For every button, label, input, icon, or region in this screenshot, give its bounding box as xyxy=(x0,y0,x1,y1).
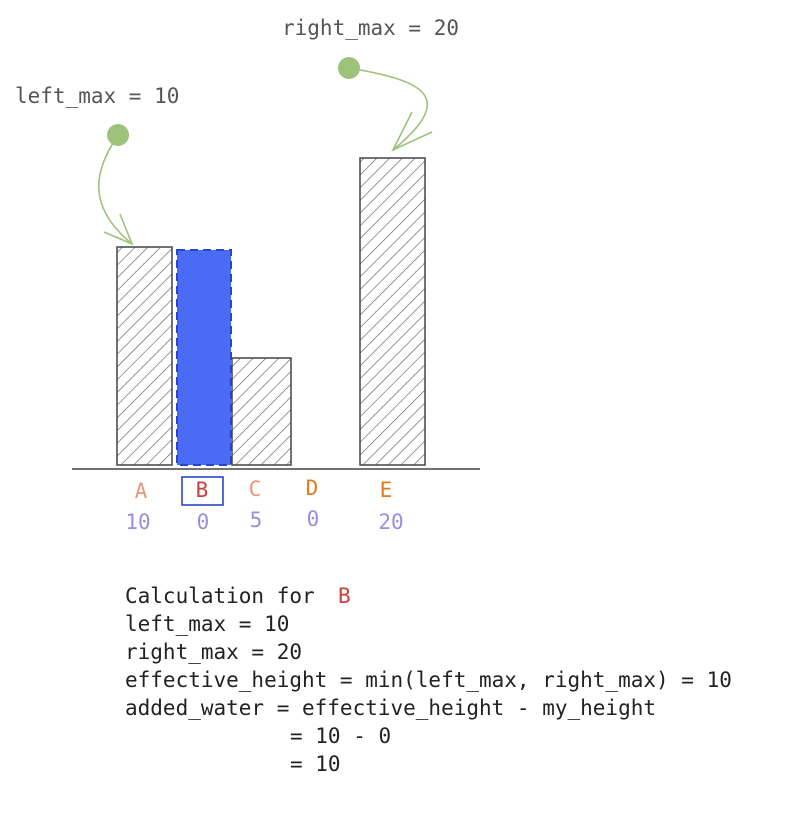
bar-label: A xyxy=(135,479,148,503)
bar-label: B xyxy=(196,478,209,502)
calc-line: left_max = 10 xyxy=(125,612,289,636)
arrow-head xyxy=(391,111,433,152)
calc-highlight: B xyxy=(338,584,351,608)
highlight-box xyxy=(181,476,224,506)
arrow xyxy=(97,134,133,245)
bar-value: 0 xyxy=(307,507,320,531)
arrow xyxy=(348,67,428,151)
bar-label: C xyxy=(249,477,262,501)
right-max-annotation: right_max = 20 xyxy=(282,16,459,40)
calc-title: Calculation for xyxy=(125,584,315,608)
bar xyxy=(231,357,292,466)
bar-value: 0 xyxy=(197,510,210,534)
calc-line: effective_height = min(left_max, right_m… xyxy=(125,668,732,692)
water-bar xyxy=(176,249,232,466)
bar-label: E xyxy=(380,478,393,502)
arrow-head xyxy=(103,213,134,246)
left-max-annotation: left_max = 10 xyxy=(15,84,179,108)
bar xyxy=(359,157,426,466)
bar-label: D xyxy=(306,476,319,500)
calc-line: = 10 xyxy=(290,752,341,776)
bar-value: 10 xyxy=(125,510,150,534)
calc-line: added_water = effective_height - my_heig… xyxy=(125,696,656,720)
calc-line: = 10 - 0 xyxy=(290,724,391,748)
bar-value: 5 xyxy=(250,508,263,532)
bar xyxy=(116,246,173,466)
calc-line: right_max = 20 xyxy=(125,640,302,664)
bar-value: 20 xyxy=(378,510,403,534)
